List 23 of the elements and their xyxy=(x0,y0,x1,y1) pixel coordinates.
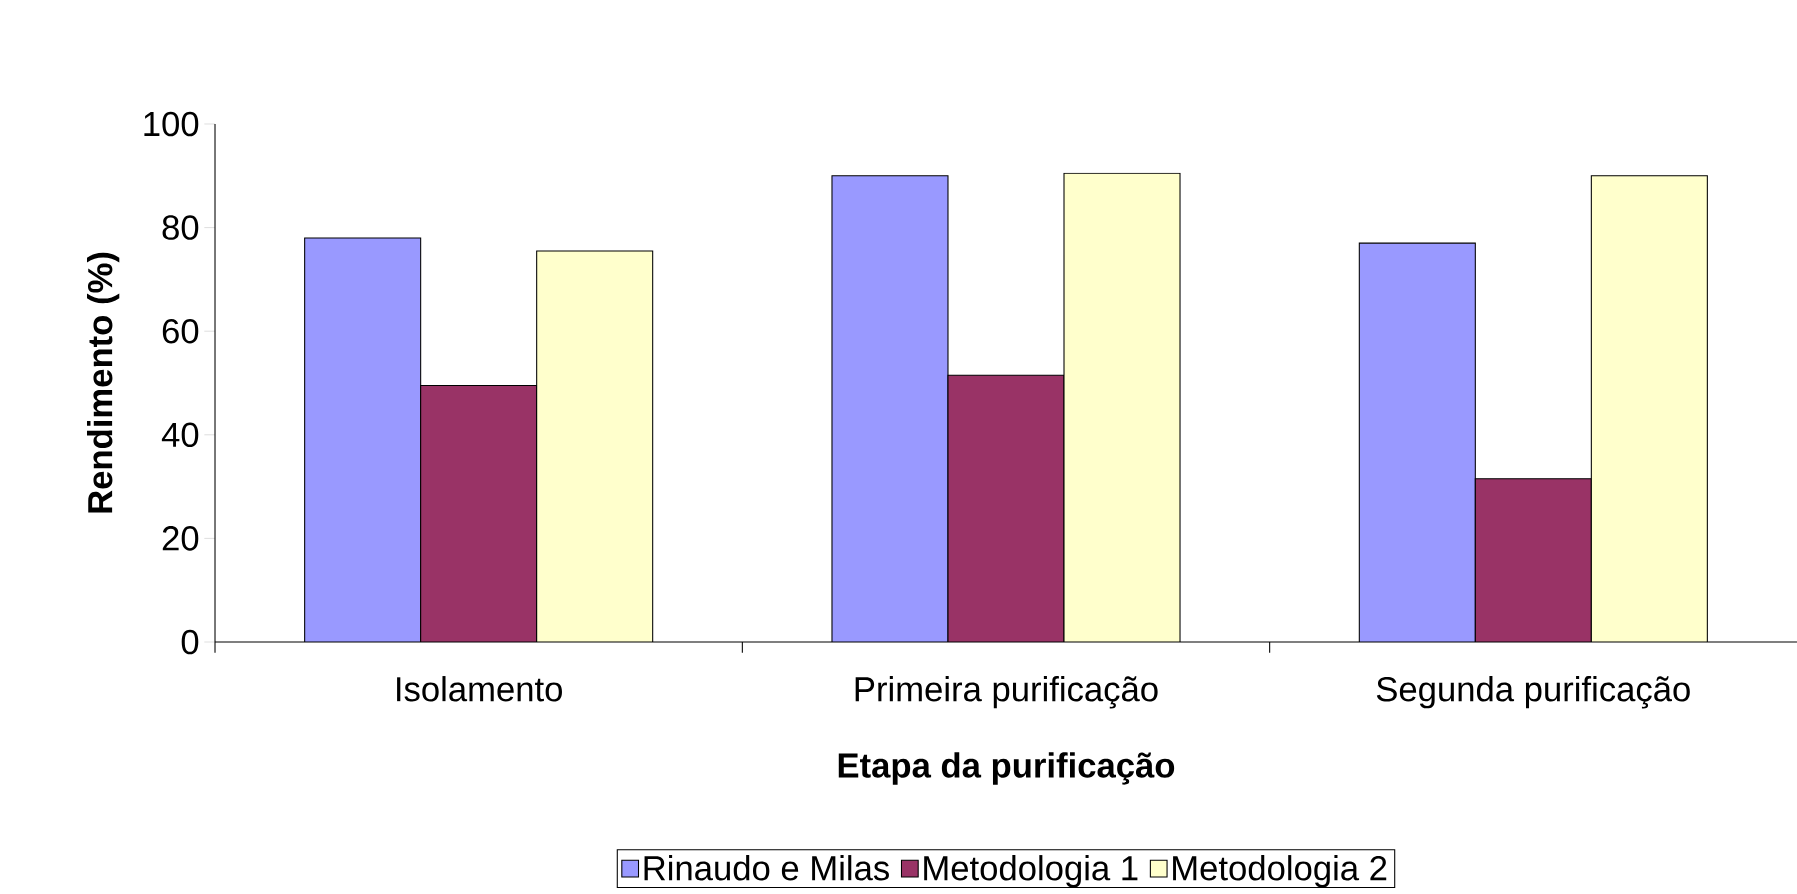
bar xyxy=(1358,242,1476,642)
y-tick-label: 100 xyxy=(144,111,199,137)
x-tick-label: Segunda purificação xyxy=(1376,676,1690,709)
bar xyxy=(1474,478,1592,642)
y-tick-label: 60 xyxy=(162,318,199,344)
bar xyxy=(304,237,421,642)
x-tick-label: Primeira purificação xyxy=(855,676,1158,709)
legend-label: Rinaudo e Milas xyxy=(644,855,889,881)
legend-label: Metodologia 1 xyxy=(924,855,1138,888)
bar xyxy=(1590,175,1708,642)
y-tick-label: 0 xyxy=(181,629,199,655)
bar xyxy=(947,375,1064,642)
bar xyxy=(536,250,653,642)
y-axis-title: Rendimento (%) xyxy=(86,252,120,513)
x-axis-title: Etapa da purificação xyxy=(838,752,1175,785)
bar xyxy=(1064,173,1181,642)
y-tick-label: 80 xyxy=(162,215,199,240)
legend-label: Metodologia 2 xyxy=(1173,855,1387,888)
bar xyxy=(420,385,537,642)
x-tick-label: Isolamento xyxy=(397,676,562,702)
y-tick-label: 40 xyxy=(161,422,199,448)
y-tick-label: 20 xyxy=(162,526,199,551)
bar xyxy=(831,175,948,642)
